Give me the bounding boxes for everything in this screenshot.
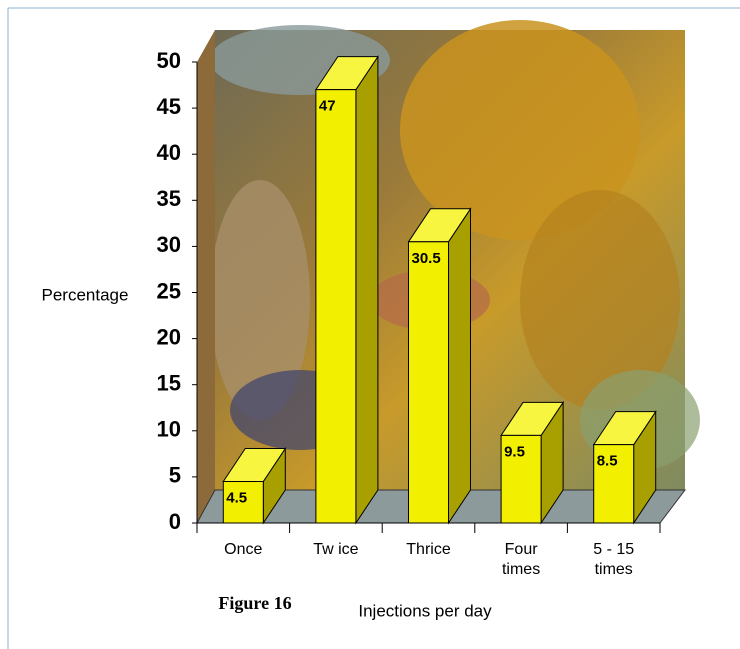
y-tick-label: 5 <box>169 463 181 488</box>
x-tick-label: Tw ice <box>313 541 359 558</box>
value-label: 9.5 <box>504 443 525 460</box>
y-tick-label: 0 <box>169 509 181 534</box>
bar <box>315 89 357 524</box>
x-tick-label: Thrice <box>406 541 451 558</box>
x-tick-label: Once <box>224 541 263 558</box>
bar-side <box>355 55 379 525</box>
y-tick-label: 40 <box>157 140 181 165</box>
y-tick-label: 25 <box>157 278 181 303</box>
bar-side <box>448 207 471 525</box>
y-tick-label: 30 <box>157 232 181 257</box>
figure-title: Figure 16 <box>218 593 291 613</box>
y-axis-label: Percentage <box>42 285 129 304</box>
x-tick-label: 5 - 15 times <box>593 541 635 578</box>
bar <box>500 434 542 524</box>
bar <box>222 481 264 524</box>
bar <box>593 444 635 524</box>
y-tick-label: 45 <box>157 94 181 119</box>
y-tick-label: 50 <box>157 48 181 73</box>
x-tick-label: Four times <box>501 541 541 578</box>
x-axis-label: Injections per day <box>358 601 492 620</box>
value-label: 8.5 <box>597 453 618 470</box>
value-label: 30.5 <box>412 250 441 267</box>
value-label: 47 <box>319 98 336 115</box>
y-tick-label: 15 <box>157 371 181 396</box>
value-label: 4.5 <box>226 489 247 506</box>
y-tick-label: 35 <box>157 186 181 211</box>
bar <box>408 241 449 524</box>
y-tick-label: 20 <box>157 324 181 349</box>
y-tick-label: 10 <box>157 417 181 442</box>
